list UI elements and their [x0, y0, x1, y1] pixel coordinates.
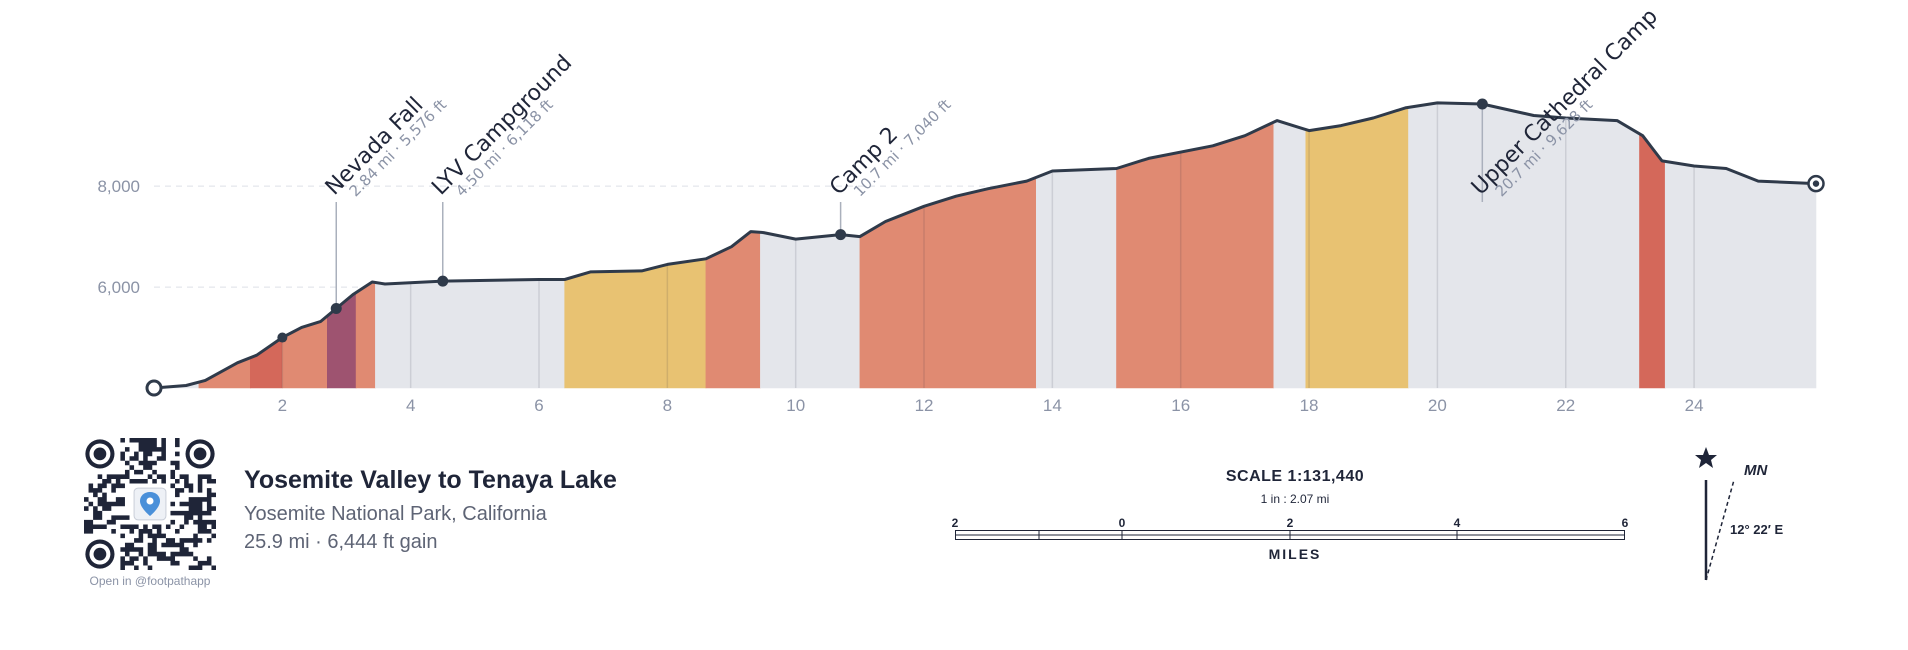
- scale-label: 4: [1453, 516, 1461, 530]
- grade-segment: [355, 281, 376, 389]
- grade-segment: [760, 231, 861, 389]
- start-marker: [145, 379, 163, 397]
- map-scale: SCALE 1:131,440 1 in : 2.07 mi 2 0 2 4 6…: [950, 466, 1640, 576]
- grade-segment: [375, 279, 565, 389]
- grade-segment: [1639, 133, 1666, 389]
- waypoint-dot: [1476, 98, 1488, 110]
- profile-line-layer: [152, 101, 1818, 390]
- qr-block[interactable]: Open in @footpathapp: [84, 438, 216, 588]
- x-tick-label: 10: [786, 396, 805, 415]
- x-tick-label: 24: [1685, 396, 1704, 415]
- x-tick-label: 2: [278, 396, 287, 415]
- waypoint-dot: [330, 302, 342, 314]
- scale-units: MILES: [1268, 546, 1322, 562]
- map-pin-dot: [146, 497, 154, 505]
- qr-finder: [93, 547, 107, 561]
- scale-label: 2: [1286, 516, 1294, 530]
- x-tick-label: 22: [1556, 396, 1575, 415]
- magnetic-north-label: MN: [1744, 462, 1768, 479]
- y-tick-label: 8,000: [97, 177, 140, 196]
- scale-bar: [955, 530, 1625, 540]
- x-gridlines: [281, 102, 1695, 388]
- y-tick-label: 6,000: [97, 278, 140, 297]
- waypoint-name: Nevada Fall: [321, 93, 429, 201]
- qr-modules: [84, 438, 216, 570]
- waypoint-dot: [835, 229, 847, 241]
- waypoint-dot: [277, 332, 288, 343]
- x-tick-label: 18: [1300, 396, 1319, 415]
- waypoint-dot: [437, 275, 449, 287]
- scale-label: 0: [1118, 516, 1126, 530]
- scale-label: 2: [951, 516, 959, 530]
- grade-segments: [153, 102, 1817, 389]
- profile-line: [152, 101, 1818, 390]
- x-tick-label: 12: [915, 396, 934, 415]
- grade-segment: [1305, 107, 1409, 389]
- qr-code[interactable]: [84, 438, 216, 570]
- north-arrow: MN 12° 22′ E: [1682, 444, 1802, 584]
- trail-stats: 25.9 mi · 6,444 ft gain: [244, 531, 438, 553]
- grade-segment: [1036, 168, 1117, 389]
- scale-ratio: 1 in : 2.07 mi: [1260, 492, 1330, 506]
- qr-finder: [93, 447, 107, 461]
- waypoint-name: LYV Campground: [427, 50, 577, 200]
- x-tick-label: 4: [406, 396, 415, 415]
- declination-label: 12° 22′ E: [1730, 522, 1784, 537]
- scale-label: 6: [1621, 516, 1629, 530]
- grade-segment: [564, 258, 707, 389]
- qr-caption[interactable]: Open in @footpathapp: [89, 574, 211, 588]
- x-tick-label: 20: [1428, 396, 1447, 415]
- true-north-star-icon: [1695, 447, 1717, 468]
- x-tick-label: 6: [534, 396, 543, 415]
- grade-segment: [250, 336, 283, 389]
- trail-title: Yosemite Valley to Tenaya Lake: [244, 466, 617, 494]
- grade-segment: [1273, 120, 1307, 389]
- footer: Open in @footpathapp Yosemite Valley to …: [0, 430, 1908, 650]
- end-marker-dot: [1812, 180, 1820, 187]
- qr-finder: [193, 447, 207, 461]
- scale-title: SCALE 1:131,440: [1225, 468, 1365, 485]
- x-axis: 2 4 6 8 10 12 14 16 18 20 22 24: [278, 396, 1704, 415]
- x-tick-label: 16: [1171, 396, 1190, 415]
- trail-location: Yosemite National Park, California: [244, 503, 547, 525]
- x-tick-label: 8: [663, 396, 672, 415]
- x-tick-label: 14: [1043, 396, 1062, 415]
- declination-diagram: [1695, 447, 1735, 581]
- grade-segment: [859, 176, 1037, 389]
- grade-segment: [1664, 161, 1817, 389]
- y-axis: 6,000 8,000: [97, 177, 140, 297]
- waypoint-label: Camp 210.7 mi · 7,040 ft: [825, 96, 954, 201]
